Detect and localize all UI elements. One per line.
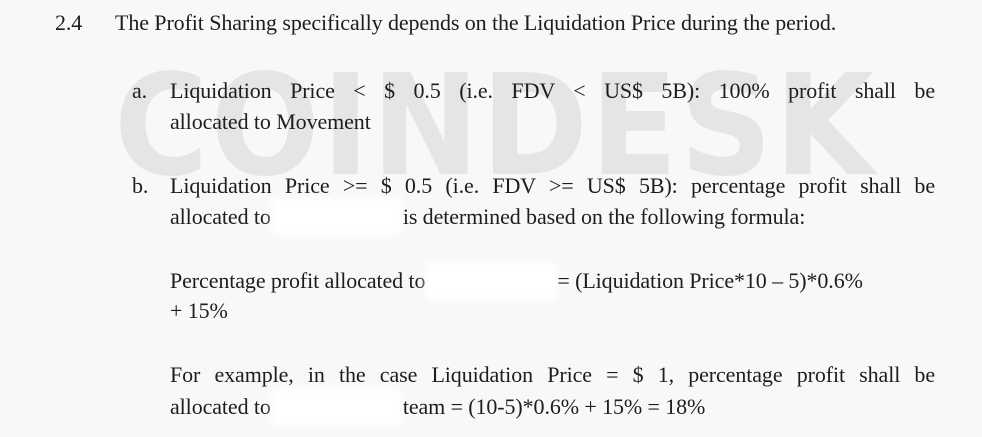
redaction-blur (275, 203, 398, 231)
section-title: The Profit Sharing specifically depends … (115, 10, 837, 35)
item-b-marker: b. (132, 173, 149, 198)
redaction-blur (275, 393, 398, 421)
formula-line2: + 15% (170, 298, 228, 323)
redaction-blur (430, 267, 553, 295)
example-line2-before: allocated to (170, 394, 271, 419)
example-line2-after: team = (10-5)*0.6% + 15% = 18% (402, 394, 706, 419)
example-line1: For example, in the case Liquidation Pri… (170, 362, 935, 387)
item-a-line1: Liquidation Price < $ 0.5 (i.e. FDV < US… (170, 78, 935, 103)
item-a-marker: a. (132, 78, 148, 103)
item-a-line2: allocated to Movement (170, 109, 371, 134)
formula-line1-after: = (Liquidation Price*10 – 5)*0.6% (557, 268, 863, 293)
item-b-line2-before: allocated to (170, 204, 271, 229)
example-line2: allocated to team = (10-5)*0.6% + 15% = 1… (170, 393, 705, 421)
formula-line1-before: Percentage profit allocated to (170, 268, 426, 293)
formula-line1: Percentage profit allocated to = (Liquida… (170, 267, 863, 295)
item-b-line1: Liquidation Price >= $ 0.5 (i.e. FDV >= … (170, 173, 935, 198)
section-number: 2.4 (55, 10, 83, 35)
item-b-line2-after: is determined based on the following for… (402, 204, 806, 229)
item-b-line2: allocated to is determined based on the f… (170, 203, 805, 231)
